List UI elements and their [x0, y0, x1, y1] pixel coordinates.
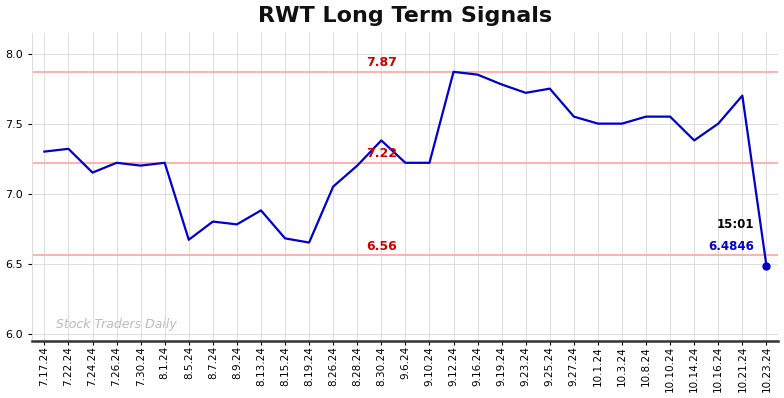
Text: 15:01: 15:01 [717, 218, 754, 231]
Text: 7.22: 7.22 [366, 147, 397, 160]
Text: 7.87: 7.87 [366, 56, 397, 69]
Title: RWT Long Term Signals: RWT Long Term Signals [258, 6, 553, 25]
Text: Stock Traders Daily: Stock Traders Daily [56, 318, 177, 331]
Text: 6.56: 6.56 [366, 240, 397, 253]
Text: 6.4846: 6.4846 [709, 240, 754, 253]
